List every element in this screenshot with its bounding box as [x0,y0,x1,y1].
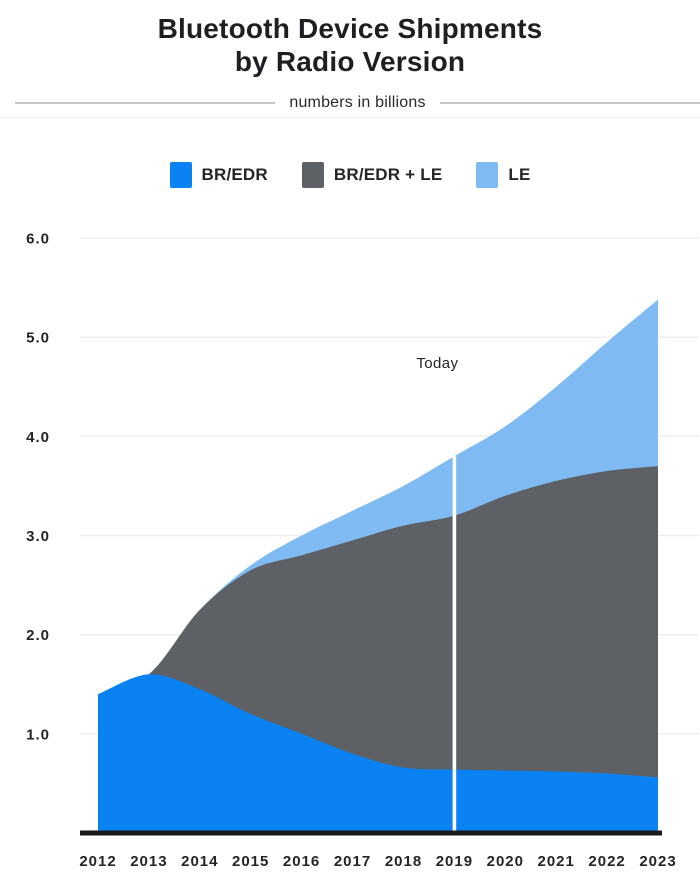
chart-title-line2: by Radio Version [234,46,466,77]
today-label: Today [416,355,458,372]
legend-label-br-edr: BR/EDR [201,165,268,184]
y-axis-tick-label: 5.0 [26,330,50,347]
x-axis-tick-label: 2018 [385,853,422,870]
legend-item-br-edr-le: BR/EDR + LE [301,162,443,188]
subtitle-rule-left [15,102,276,104]
x-axis-tick-label: 2015 [232,853,269,870]
legend-item-br-edr: BR/EDR [169,162,268,188]
legend-swatch-br-edr [169,162,192,188]
legend: BR/EDR BR/EDR + LE LE [0,162,700,188]
legend-item-le: LE [476,162,530,188]
x-axis-tick-label: 2013 [130,853,167,870]
x-axis-tick-label: 2016 [283,853,320,870]
x-axis-tick-label: 2023 [639,853,676,870]
area-series-br-edr [98,674,658,833]
x-axis-tick-label: 2017 [334,853,371,870]
x-axis-tick-label: 2012 [79,853,116,870]
subtitle-rule-right [439,102,700,104]
legend-label-br-edr-le: BR/EDR + LE [333,165,443,184]
y-axis-tick-label: 3.0 [26,528,50,545]
divider-line [0,117,700,118]
y-axis-tick-label: 4.0 [26,429,50,446]
legend-swatch-br-edr-le [301,162,324,188]
x-axis-tick-label: 2019 [436,853,473,870]
x-axis-tick-label: 2022 [588,853,625,870]
x-axis-tick-label: 2021 [538,853,575,870]
x-axis-tick-label: 2014 [181,853,218,870]
y-axis-tick-label: 6.0 [26,231,50,248]
x-axis-tick-label: 2020 [487,853,524,870]
chart-title-line1: Bluetooth Device Shipments [157,13,543,44]
chart-title: Bluetooth Device Shipments by Radio Vers… [0,12,700,78]
y-axis-tick-label: 2.0 [26,627,50,644]
subtitle-row: numbers in billions [15,94,700,112]
chart-subtitle: numbers in billions [289,94,426,111]
legend-label-le: LE [508,165,531,184]
today-marker-line [452,456,457,833]
legend-swatch-le [476,162,499,188]
y-axis-tick-label: 1.0 [26,726,50,743]
